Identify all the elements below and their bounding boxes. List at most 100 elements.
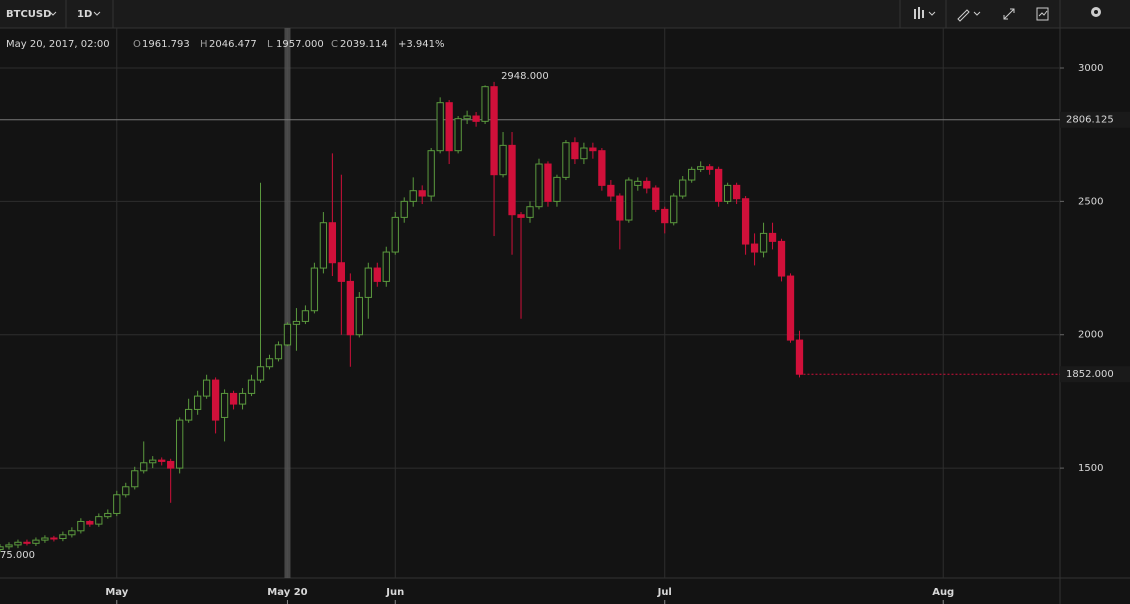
candle [104,509,112,519]
last-price-box [1060,366,1130,383]
interval[interactable]: 1D [77,9,92,20]
candle-body [14,541,22,546]
candle-body [149,459,157,464]
candle [86,520,94,527]
candle [265,354,274,370]
candle [409,177,417,207]
candle-body [364,267,372,298]
candle [193,390,202,415]
candle-body [319,222,328,269]
candle [238,388,247,410]
candle-body [598,150,606,186]
y-tick-label: 1500 [1078,463,1103,474]
legend-close: 2039.114 [340,39,388,50]
symbol[interactable]: BTCUSD [6,9,51,20]
candle [562,140,570,181]
candle [95,513,103,527]
candle [472,112,480,127]
candle-body [247,379,256,394]
candle [310,262,319,314]
candle-body [373,267,381,282]
candle [274,341,283,362]
candle [571,137,579,165]
candle [598,148,606,191]
candle-body [409,190,417,202]
candle-body [176,419,184,469]
candle [643,177,651,194]
candle-body [41,537,49,541]
candle-body [301,310,310,322]
candle [634,177,642,191]
candle-body [131,470,139,488]
candle [176,417,184,474]
screenshot-button[interactable] [1036,7,1049,21]
candle-body [463,115,471,120]
candle [535,158,543,210]
candle-body [715,168,723,202]
candle-body [256,366,265,381]
candle-body [346,280,354,336]
candle [481,85,489,125]
candle-body [50,537,58,540]
candle [68,527,76,538]
crosshair-band [284,28,291,578]
candle [589,142,597,159]
settings-button[interactable] [1091,7,1101,17]
candle [5,542,13,550]
candle-body [193,395,202,410]
candle-body [0,546,4,550]
candle [77,518,85,534]
candle [652,185,660,213]
draw-button[interactable] [957,9,981,22]
fullscreen-button[interactable] [1003,8,1015,20]
candle [41,535,49,543]
candle-body [706,166,714,170]
candle-body [732,184,741,200]
candle [292,308,301,351]
candle [553,174,561,207]
candle-body [634,180,642,186]
candle-body [750,243,759,253]
candle-body [391,216,399,253]
candle [14,539,22,549]
candle-body [795,339,804,375]
candle-body [697,166,705,170]
candle-body [616,195,624,221]
chevron [93,11,101,16]
candle-body [32,539,40,544]
legend-high: 2046.477 [209,39,257,50]
candle-body [499,144,507,176]
y-tick-label: 2500 [1078,196,1103,207]
candle [723,182,732,205]
candle-body [5,544,13,548]
legend-open: 1961.793 [142,39,190,50]
candle [220,389,229,442]
candle-body [688,168,696,181]
legend-high-label: H [200,39,208,50]
candle [670,193,678,226]
candle [445,100,453,165]
candle-body [310,267,319,312]
candle-body [777,240,786,277]
candle [750,233,759,266]
candle-body [562,142,570,178]
candle [795,330,804,378]
candle-body [481,86,489,122]
last-price-label: 1852.000 [1066,369,1114,380]
chart-type-button[interactable] [914,7,936,19]
candle [454,116,462,154]
candle [382,246,390,287]
ohlc-legend: May 20, 2017, 02:00 O 1961.793 H 2046.47… [6,39,445,50]
candle-body [625,179,633,221]
candle [679,176,687,199]
candle [777,238,786,282]
candle [697,161,705,173]
candle-body [355,296,363,336]
candle-body [68,530,76,536]
candle [436,97,444,154]
candle-body [679,179,687,197]
candle-body [418,190,426,197]
candle [113,490,121,517]
candle [741,196,750,255]
